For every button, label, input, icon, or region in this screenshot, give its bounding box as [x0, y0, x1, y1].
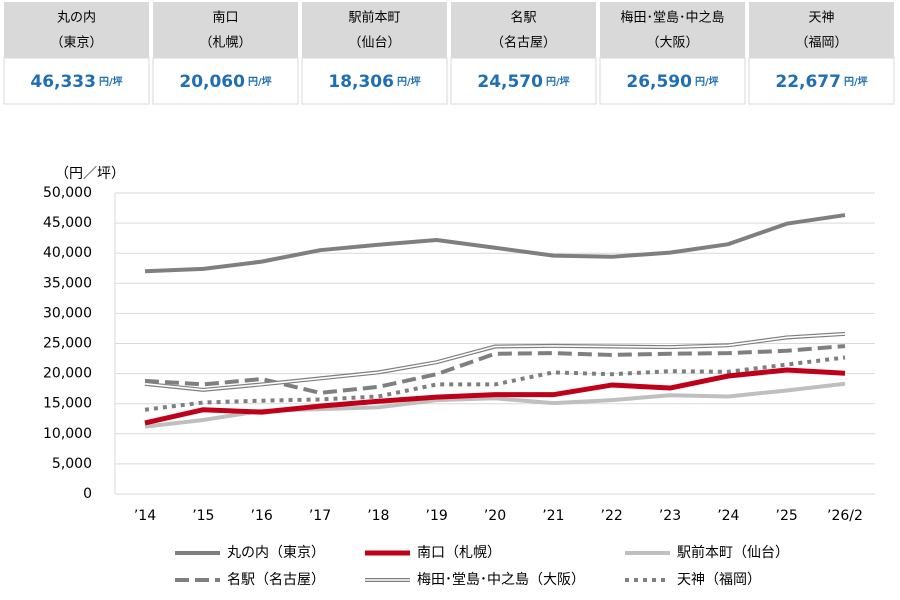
header-cell-top [451, 2, 596, 58]
y-tick-label: 20,000 [43, 366, 92, 382]
unit: 円/坪 [248, 75, 272, 88]
x-tick-label: ’14 [134, 508, 156, 524]
cell-area: （仙台） [348, 36, 400, 51]
series-line [144, 367, 846, 426]
cell-value: 22,677 円/坪 [775, 72, 867, 92]
header-cell-bottom [152, 57, 299, 105]
x-tick-label: ’20 [484, 508, 506, 524]
y-tick-label: 30,000 [43, 305, 92, 321]
legend-label: 天神（福岡） [677, 572, 761, 588]
cell-value: 20,060 円/坪 [179, 72, 271, 92]
cell-value: 46,333 円/坪 [30, 72, 122, 92]
x-tick-label: ’16 [251, 508, 273, 524]
cell-name: 梅田･堂島･中之島 [620, 11, 724, 26]
unit: 円/坪 [99, 75, 123, 88]
series-line [144, 213, 846, 274]
y-tick-label: 5,000 [52, 456, 92, 472]
y-tick-label: 40,000 [43, 245, 92, 261]
series-line [144, 381, 846, 429]
value: 18,306 [328, 72, 394, 92]
header-cell-top [153, 2, 298, 58]
x-tick-label: ’24 [717, 508, 739, 524]
header-cell-bottom [450, 57, 597, 105]
header-cell-top [600, 2, 745, 58]
cell-name: 名駅 [510, 10, 536, 26]
x-tick-label: ’22 [601, 508, 623, 524]
x-tick-label: ’15 [192, 508, 214, 524]
legend-label: 名駅（名古屋） [227, 572, 325, 588]
cell-name: 駅前本町 [348, 10, 400, 26]
cell-value: 18,306 円/坪 [328, 72, 420, 92]
x-tick-label: ’18 [367, 508, 389, 524]
cell-name: 天神 [808, 11, 834, 26]
series-line [144, 344, 846, 395]
header-cell-top [749, 2, 894, 58]
y-tick-label: 45,000 [43, 215, 92, 231]
header-cell-top [302, 2, 447, 58]
legend-label: 丸の内（東京） [227, 545, 325, 561]
value: 20,060 [179, 72, 245, 92]
cell-value: 24,570 円/坪 [477, 72, 569, 92]
x-tick-label: ’17 [309, 508, 331, 524]
value: 22,677 [775, 72, 841, 92]
unit: 円/坪 [397, 75, 421, 88]
cell-area: （福岡） [795, 36, 847, 51]
header-cell-bottom [301, 57, 448, 105]
series-line-inner [144, 333, 846, 391]
x-tick-label: ’21 [542, 508, 564, 524]
legend-label: 駅前本町（仙台） [677, 544, 789, 561]
unit: 円/坪 [695, 75, 719, 88]
legend-label: 南口（札幌） [417, 545, 501, 561]
y-axis-label: （円／坪） [55, 166, 125, 182]
y-tick-label: 10,000 [43, 426, 92, 442]
unit: 円/坪 [844, 75, 868, 88]
unit: 円/坪 [546, 75, 570, 88]
header-cell-bottom [748, 57, 895, 105]
cell-name: 南口 [212, 10, 238, 26]
y-tick-label: 0 [83, 486, 92, 502]
header-cell-bottom [3, 57, 150, 105]
header-cell-bottom [599, 57, 746, 105]
cell-area: （東京） [50, 35, 102, 51]
cell-name: 丸の内 [57, 10, 96, 26]
y-tick-label: 50,000 [43, 185, 92, 201]
series-line [144, 355, 846, 412]
value: 26,590 [626, 72, 692, 92]
value: 46,333 [30, 72, 96, 92]
legend-label: 梅田･堂島･中之島（大阪） [417, 572, 585, 588]
x-tick-label: ’26/2 [827, 508, 863, 524]
x-tick-label: ’25 [776, 508, 798, 524]
cell-area: （大阪） [646, 36, 698, 51]
x-tick-label: ’23 [659, 508, 681, 524]
value: 24,570 [477, 72, 543, 92]
y-tick-label: 25,000 [43, 336, 92, 352]
y-tick-label: 15,000 [43, 396, 92, 412]
x-tick-label: ’19 [426, 508, 448, 524]
header-cell-top [4, 2, 149, 58]
cell-value: 26,590 円/坪 [626, 72, 718, 92]
cell-area: （札幌） [199, 35, 251, 51]
y-tick-label: 35,000 [43, 275, 92, 291]
cell-area: （名古屋） [491, 35, 556, 51]
